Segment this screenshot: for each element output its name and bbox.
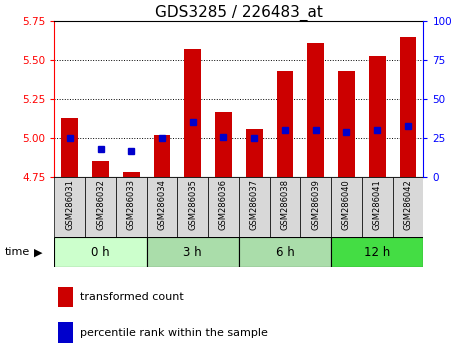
Bar [92,161,109,177]
Bar [300,177,331,237]
Bar [239,177,270,237]
Bar [393,177,423,237]
Bar [154,135,170,177]
Bar [338,71,355,177]
Text: time: time [5,247,30,257]
Text: GSM286040: GSM286040 [342,179,351,229]
Bar [58,286,73,307]
Text: GSM286036: GSM286036 [219,179,228,230]
Text: ▶: ▶ [34,247,43,257]
Text: GSM286042: GSM286042 [403,179,412,229]
Text: 0 h: 0 h [91,246,110,259]
Text: GSM286037: GSM286037 [250,179,259,230]
Text: 6 h: 6 h [276,246,294,259]
Bar [116,177,147,237]
Bar [177,177,208,237]
Text: transformed count: transformed count [80,292,184,302]
Bar [54,177,85,237]
Bar [331,237,423,267]
Bar [331,177,362,237]
Text: GSM286032: GSM286032 [96,179,105,230]
Bar [369,56,385,177]
Bar [123,172,140,177]
Bar [147,237,239,267]
Bar [270,177,300,237]
Bar [362,177,393,237]
Text: 3 h: 3 h [184,246,202,259]
Text: percentile rank within the sample: percentile rank within the sample [80,327,268,338]
Bar [246,129,263,177]
Bar [147,177,177,237]
Text: GSM286041: GSM286041 [373,179,382,229]
Bar [239,237,331,267]
Text: GSM286035: GSM286035 [188,179,197,230]
Bar [54,237,147,267]
Bar [400,37,416,177]
Text: 12 h: 12 h [364,246,390,259]
Bar [85,177,116,237]
Bar [307,43,324,177]
Bar [58,322,73,343]
Bar [277,71,293,177]
Bar [208,177,239,237]
Text: GSM286033: GSM286033 [127,179,136,230]
Bar [61,118,78,177]
Text: GSM286034: GSM286034 [158,179,166,230]
Text: GSM286031: GSM286031 [65,179,74,230]
Text: GSM286039: GSM286039 [311,179,320,230]
Bar [184,49,201,177]
Bar [215,112,232,177]
Title: GDS3285 / 226483_at: GDS3285 / 226483_at [155,5,323,21]
Text: GSM286038: GSM286038 [280,179,289,230]
